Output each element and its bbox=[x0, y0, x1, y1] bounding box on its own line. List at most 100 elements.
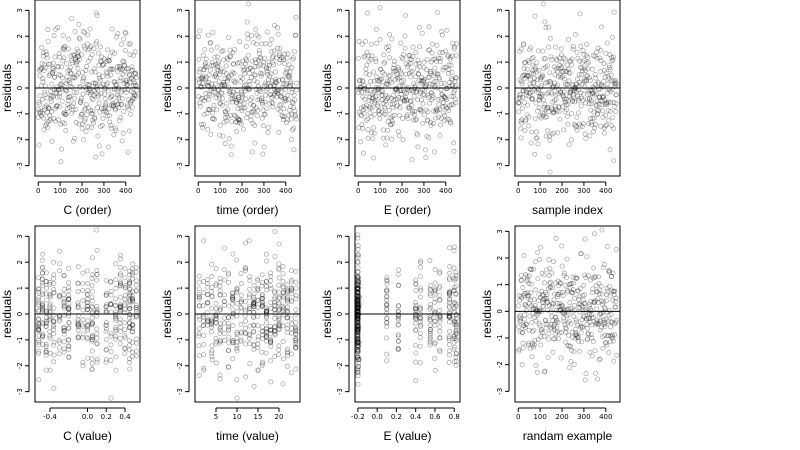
scatter-point bbox=[412, 117, 418, 123]
scatter-point bbox=[532, 64, 538, 70]
scatter-point bbox=[607, 108, 613, 114]
x-tick-label: 400 bbox=[599, 413, 612, 421]
scatter-point bbox=[217, 306, 223, 312]
scatter-point bbox=[242, 325, 248, 331]
scatter-point bbox=[553, 66, 559, 72]
scatter-point bbox=[208, 320, 214, 326]
scatter-point bbox=[43, 64, 49, 70]
scatter-point bbox=[592, 348, 598, 354]
scatter-point bbox=[253, 105, 259, 111]
scatter-point bbox=[251, 322, 257, 328]
scatter-point bbox=[367, 94, 373, 100]
scatter-point bbox=[201, 67, 207, 73]
scatter-point bbox=[61, 299, 67, 305]
scatter-point bbox=[61, 312, 67, 318]
scatter-point bbox=[293, 331, 299, 337]
scatter-point bbox=[39, 265, 45, 271]
scatter-point bbox=[276, 306, 282, 312]
scatter-point bbox=[600, 93, 606, 99]
scatter-point bbox=[217, 100, 223, 106]
scatter-point bbox=[43, 367, 49, 373]
scatter-point bbox=[452, 84, 458, 90]
scatter-point bbox=[85, 47, 91, 53]
scatter-point bbox=[546, 133, 552, 139]
scatter-point bbox=[247, 66, 253, 72]
scatter-point bbox=[94, 356, 100, 362]
scatter-point bbox=[247, 333, 253, 339]
scatter-point bbox=[611, 338, 617, 344]
scatter-point bbox=[437, 50, 443, 56]
scatter-point bbox=[198, 96, 204, 102]
y-tick-label: -1 bbox=[176, 336, 184, 343]
scatter-point bbox=[446, 80, 452, 86]
scatter-point bbox=[594, 98, 600, 104]
scatter-point bbox=[216, 79, 222, 85]
scatter-point bbox=[373, 56, 379, 62]
scatter-point bbox=[581, 57, 587, 63]
scatter-point bbox=[516, 95, 522, 101]
scatter-point bbox=[130, 321, 136, 327]
scatter-point bbox=[40, 320, 46, 326]
scatter-point bbox=[124, 104, 130, 110]
scatter-point bbox=[259, 293, 265, 299]
scatter-point bbox=[103, 292, 109, 298]
scatter-point bbox=[433, 109, 439, 115]
scatter-point bbox=[445, 53, 451, 59]
scatter-point bbox=[248, 74, 254, 80]
scatter-point bbox=[259, 324, 265, 330]
scatter-point bbox=[94, 310, 100, 316]
scatter-point bbox=[360, 126, 366, 132]
scatter-point bbox=[542, 19, 548, 25]
scatter-point bbox=[85, 324, 91, 330]
scatter-point bbox=[383, 297, 389, 303]
scatter-point bbox=[133, 278, 139, 284]
scatter-point bbox=[36, 326, 42, 332]
scatter-point bbox=[446, 337, 452, 343]
scatter-point bbox=[214, 107, 220, 113]
scatter-point bbox=[577, 79, 583, 85]
scatter-point bbox=[204, 111, 210, 117]
scatter-point bbox=[206, 107, 212, 113]
scatter-point bbox=[81, 43, 87, 49]
scatter-point bbox=[254, 90, 260, 96]
scatter-point bbox=[255, 297, 261, 303]
scatter-point bbox=[276, 53, 282, 59]
scatter-point bbox=[236, 94, 242, 100]
scatter-point bbox=[238, 74, 244, 80]
scatter-point bbox=[276, 343, 282, 349]
scatter-point bbox=[376, 108, 382, 114]
scatter-point bbox=[588, 98, 594, 104]
scatter-point bbox=[51, 33, 57, 39]
scatter-point bbox=[124, 77, 130, 83]
scatter-point bbox=[130, 52, 136, 58]
scatter-point bbox=[438, 115, 444, 121]
scatter-point bbox=[57, 248, 63, 254]
scatter-point bbox=[97, 78, 103, 84]
scatter-point bbox=[133, 305, 139, 311]
scatter-point bbox=[224, 76, 230, 82]
scatter-point bbox=[447, 292, 453, 298]
scatter-point bbox=[66, 94, 72, 100]
y-axis-title: residuals bbox=[160, 64, 174, 112]
scatter-point bbox=[95, 86, 101, 92]
scatter-point bbox=[523, 92, 529, 98]
scatter-point bbox=[234, 119, 240, 125]
scatter-point bbox=[231, 70, 237, 76]
scatter-point bbox=[594, 306, 600, 312]
scatter-point bbox=[237, 119, 243, 125]
scatter-point bbox=[413, 350, 419, 356]
scatter-point bbox=[606, 99, 612, 105]
scatter-point bbox=[577, 11, 583, 17]
scatter-point bbox=[401, 77, 407, 83]
scatter-point bbox=[80, 78, 86, 84]
scatter-point bbox=[435, 96, 441, 102]
x-tick-label: 100 bbox=[373, 187, 386, 195]
scatter-point bbox=[272, 69, 278, 75]
scatter-point bbox=[395, 312, 401, 318]
scatter-point bbox=[426, 74, 432, 80]
scatter-point bbox=[75, 327, 81, 333]
scatter-point bbox=[529, 320, 535, 326]
scatter-point bbox=[365, 135, 371, 141]
x-tick-label: 200 bbox=[75, 187, 88, 195]
